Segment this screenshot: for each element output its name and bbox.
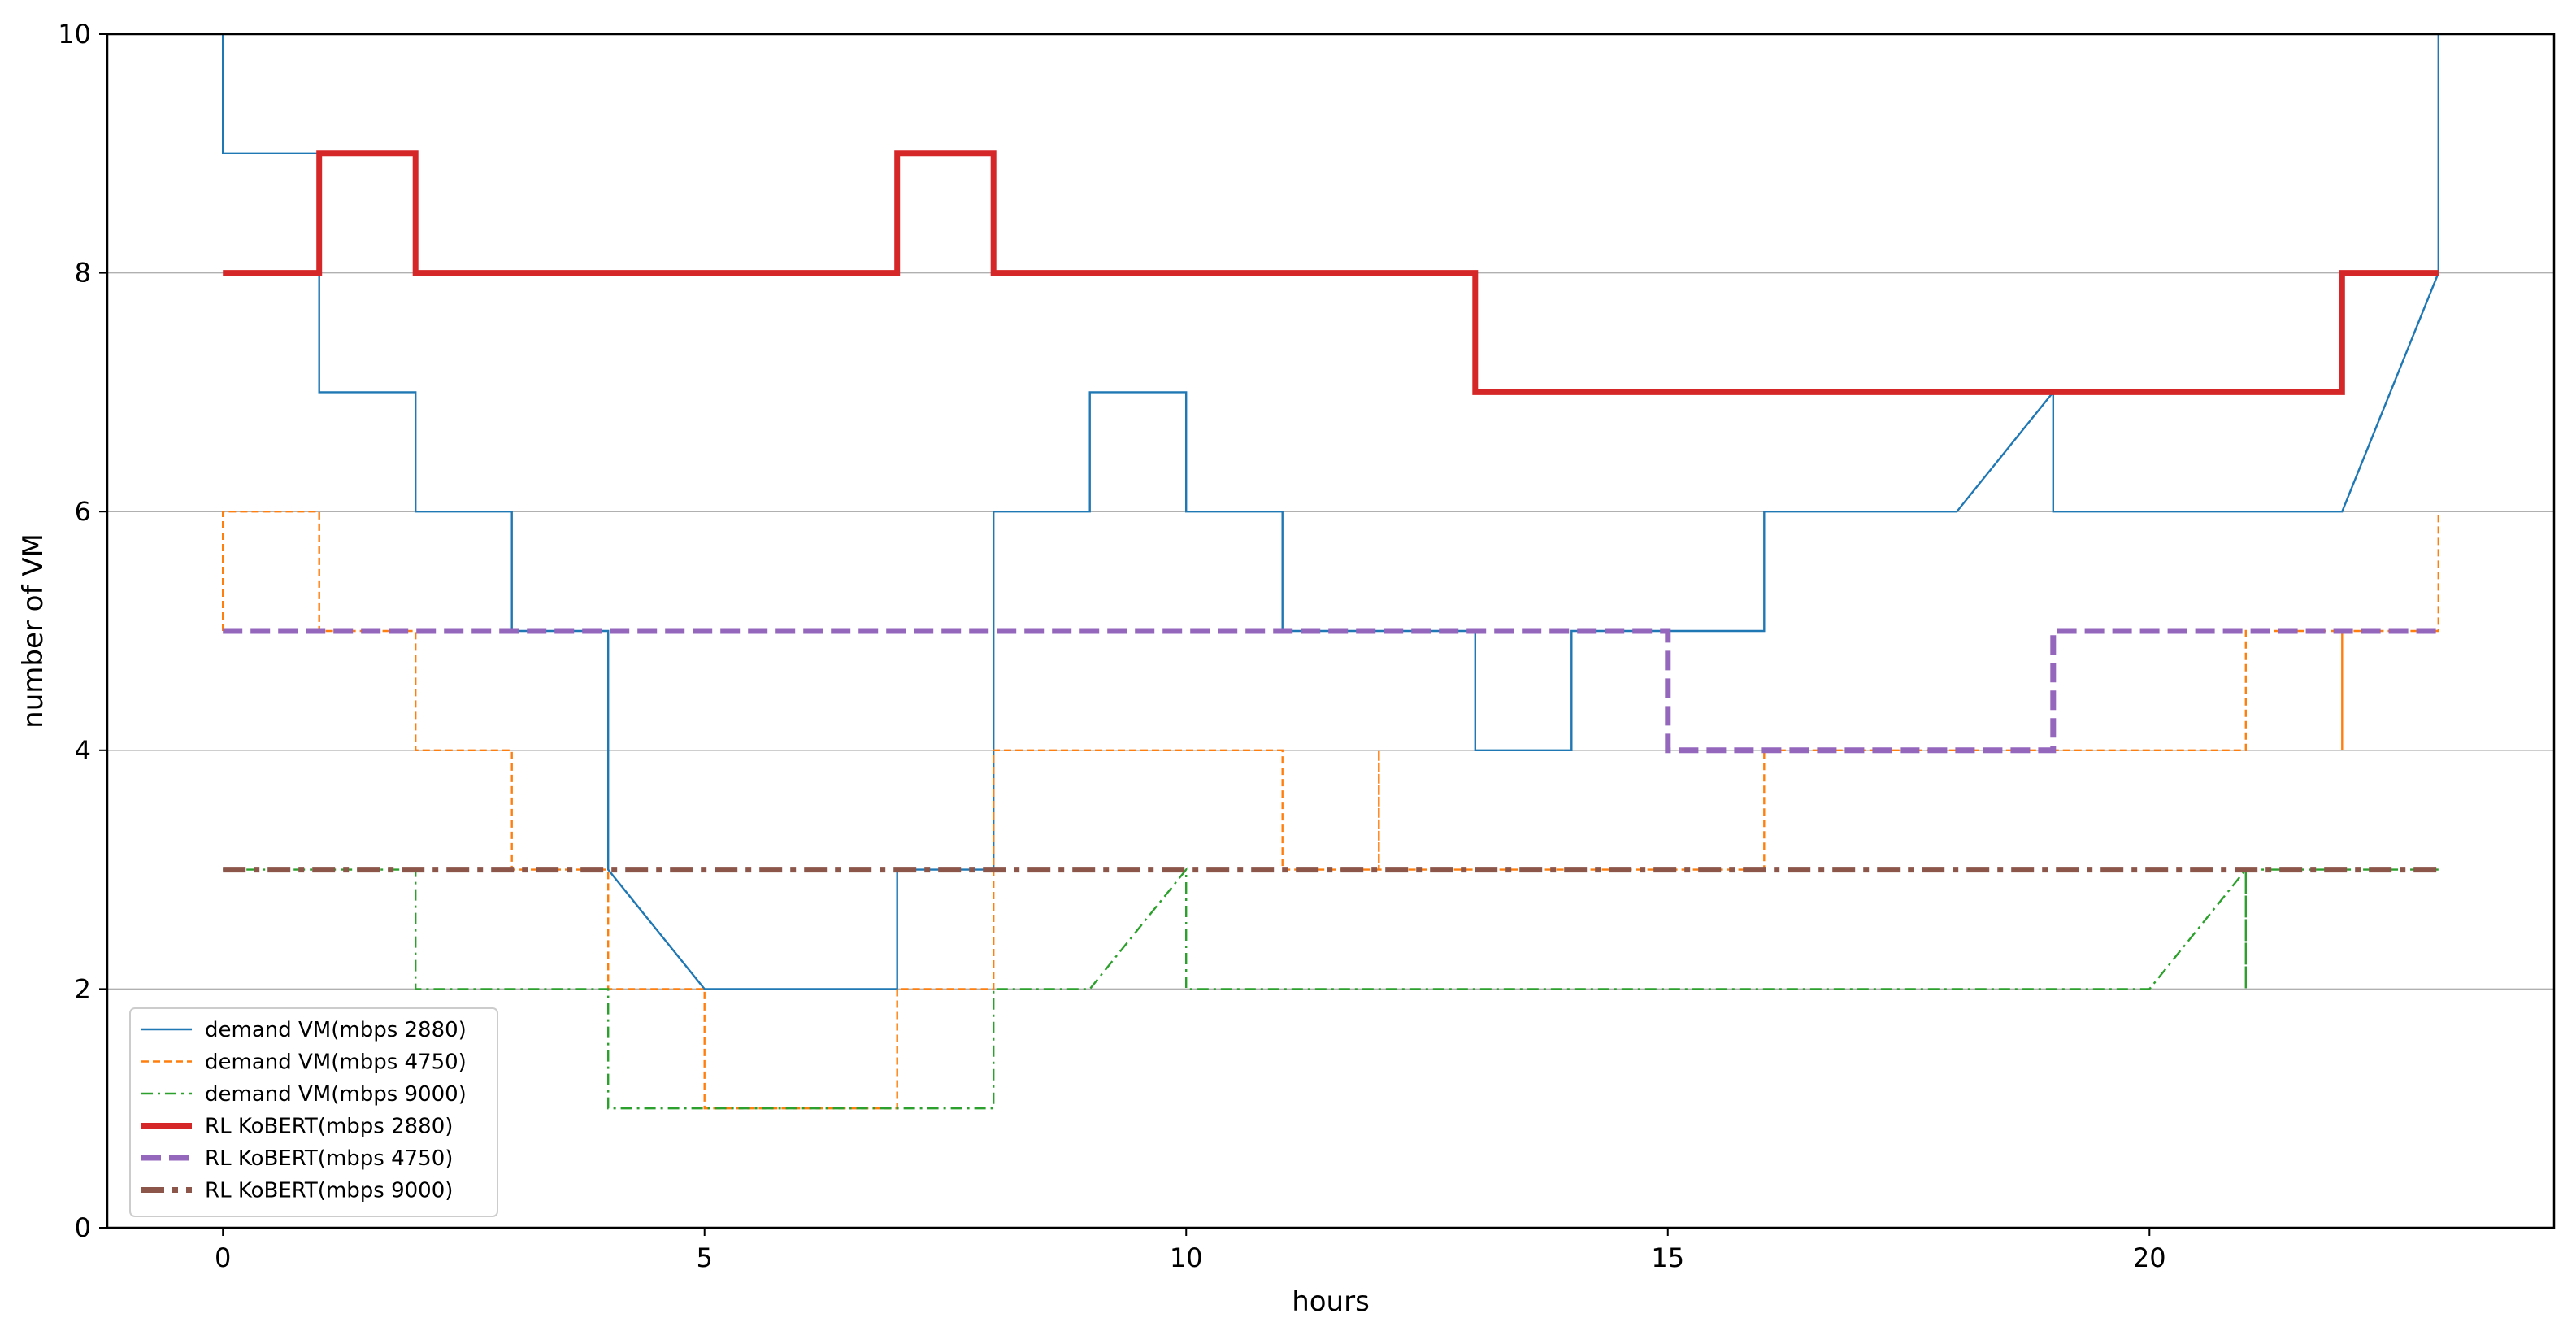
series-line-2 <box>223 867 2439 1110</box>
axis-ticks: 0 5 10 15 20 0 2 4 6 8 10 <box>58 19 2165 1273</box>
plot-frame <box>106 33 2556 1229</box>
series-line-4 <box>223 628 2439 754</box>
x-tick-label: 5 <box>697 1242 713 1273</box>
y-tick-label: 4 <box>75 735 91 766</box>
legend-box <box>129 1007 498 1217</box>
legend-label: demand VM(mbps 4750) <box>205 1050 467 1075</box>
series-line-0 <box>222 34 2440 990</box>
legend-label: demand VM(mbps 9000) <box>205 1082 467 1107</box>
y-tick-label: 10 <box>58 19 91 50</box>
x-tick-label: 20 <box>2133 1242 2166 1273</box>
y-tick-label: 2 <box>75 973 91 1004</box>
legend-label: RL KoBERT(mbps 4750) <box>205 1146 453 1171</box>
series-line-3 <box>223 150 2439 395</box>
x-axis-label: hours <box>1292 1285 1370 1318</box>
y-tick-label: 6 <box>75 496 91 527</box>
x-tick-label: 15 <box>1651 1242 1684 1273</box>
y-tick-label: 0 <box>75 1212 91 1243</box>
y-tick-label: 8 <box>75 258 91 289</box>
series-line-1 <box>222 511 2440 1110</box>
x-tick-label: 10 <box>1170 1242 1203 1273</box>
y-axis-label: number of VM <box>17 533 50 729</box>
x-tick-label: 0 <box>215 1242 231 1273</box>
legend-label: RL KoBERT(mbps 2880) <box>205 1115 453 1139</box>
legend-label: demand VM(mbps 2880) <box>205 1018 467 1042</box>
legend: demand VM(mbps 2880) demand VM(mbps 4750)… <box>129 1007 498 1217</box>
series-layer <box>222 34 2440 1110</box>
legend-label: RL KoBERT(mbps 9000) <box>205 1179 453 1203</box>
